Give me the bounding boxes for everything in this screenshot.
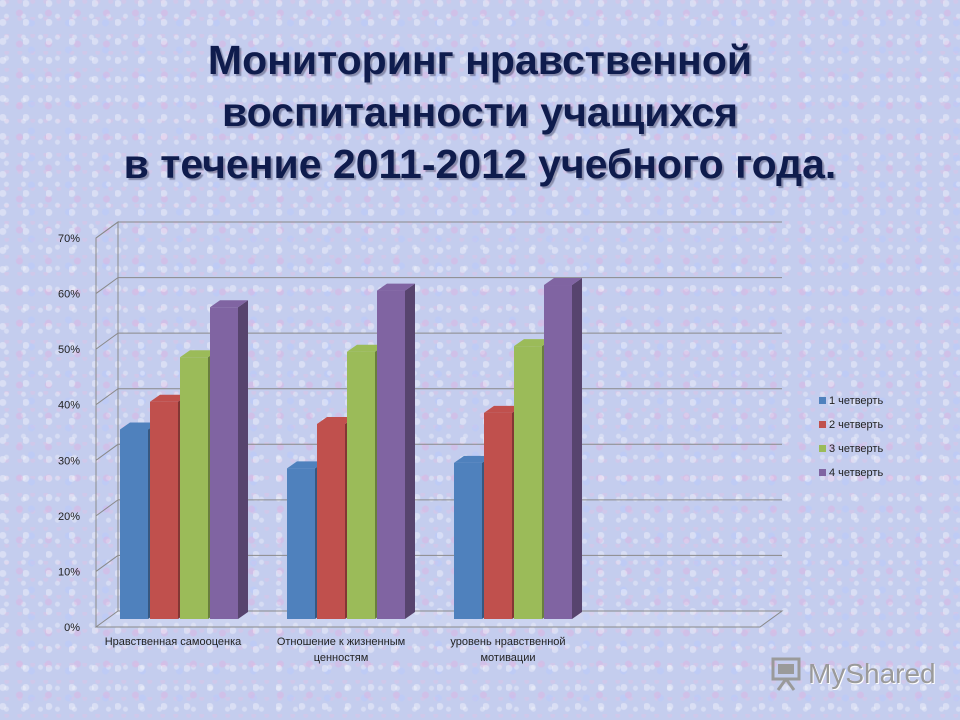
bar-side [238,300,248,619]
bar [377,283,415,619]
gridline [95,332,782,350]
chart-floor [94,610,784,628]
bar-front [347,351,375,619]
y-tick-label: 50% [58,344,80,356]
bar-front [484,412,512,619]
chart-side-wall [95,221,119,627]
legend-swatch [819,397,826,404]
watermark: MyShared [770,654,936,694]
x-category-label: мотивации [480,652,535,664]
bar-top [484,405,522,413]
presentation-board-icon [771,657,801,691]
bar-top [544,278,582,286]
x-category-label: ценностям [314,652,369,664]
bar [544,278,582,619]
title-line-3: в течение 2011-2012 учебного года. [123,141,837,187]
x-category-label: Отношение к жизненным [277,636,405,648]
bar-front [454,462,482,619]
bar-top [210,300,248,308]
bar-front [514,346,542,619]
slide-title: Мониторинг нравственной воспитанности уч… [0,34,960,190]
bar-top [180,350,218,358]
y-tick-label: 30% [58,455,80,467]
bars [120,278,582,619]
bar-front [287,468,315,619]
bar-front [210,307,238,619]
bar-front [150,401,178,619]
bar [210,300,248,619]
bar-top [150,394,188,402]
bar-front [317,423,345,619]
y-tick-label: 70% [58,233,80,245]
bar-front [544,285,572,619]
bar-front [120,429,148,619]
bar-top [120,422,158,430]
gridline [95,277,782,294]
y-tick-label: 10% [58,566,80,578]
watermark-text: MyShared [808,658,936,689]
y-tick-label: 20% [58,511,80,523]
legend-swatch [819,469,826,476]
bar-top [347,344,385,352]
bar-top [287,461,325,469]
y-tick-label: 60% [58,289,80,301]
bar-top [454,455,492,463]
bar-front [180,357,208,619]
bar-front [377,290,405,619]
x-axis: Нравственная самооценка Отношение к жизне… [105,636,566,664]
legend-swatch [819,445,826,452]
legend-label: 3 четверть [829,443,883,455]
y-tick-label: 0% [64,622,80,634]
gridline [95,221,782,239]
title-line-1: Мониторинг нравственной [207,37,753,83]
bar-top [317,416,355,424]
bar-top [377,283,415,291]
legend-swatch [819,421,826,428]
y-axis: 0% 10% 20% 30% 40% 50% 60% 70% [58,233,80,634]
bar-side [572,278,582,619]
legend-label: 4 четверть [829,467,883,479]
x-category-label: уровень нравственной [450,636,565,648]
bar-side [405,283,415,619]
legend: 1 четверть 2 четверть 3 четверть 4 четверть [819,395,883,479]
bar-top [514,339,552,347]
x-category-label: Нравственная самооценка [105,636,242,648]
y-tick-label: 40% [58,400,80,412]
title-line-2: воспитанности учащихся [221,89,739,135]
legend-label: 1 четверть [829,395,883,407]
legend-label: 2 четверть [829,419,883,431]
